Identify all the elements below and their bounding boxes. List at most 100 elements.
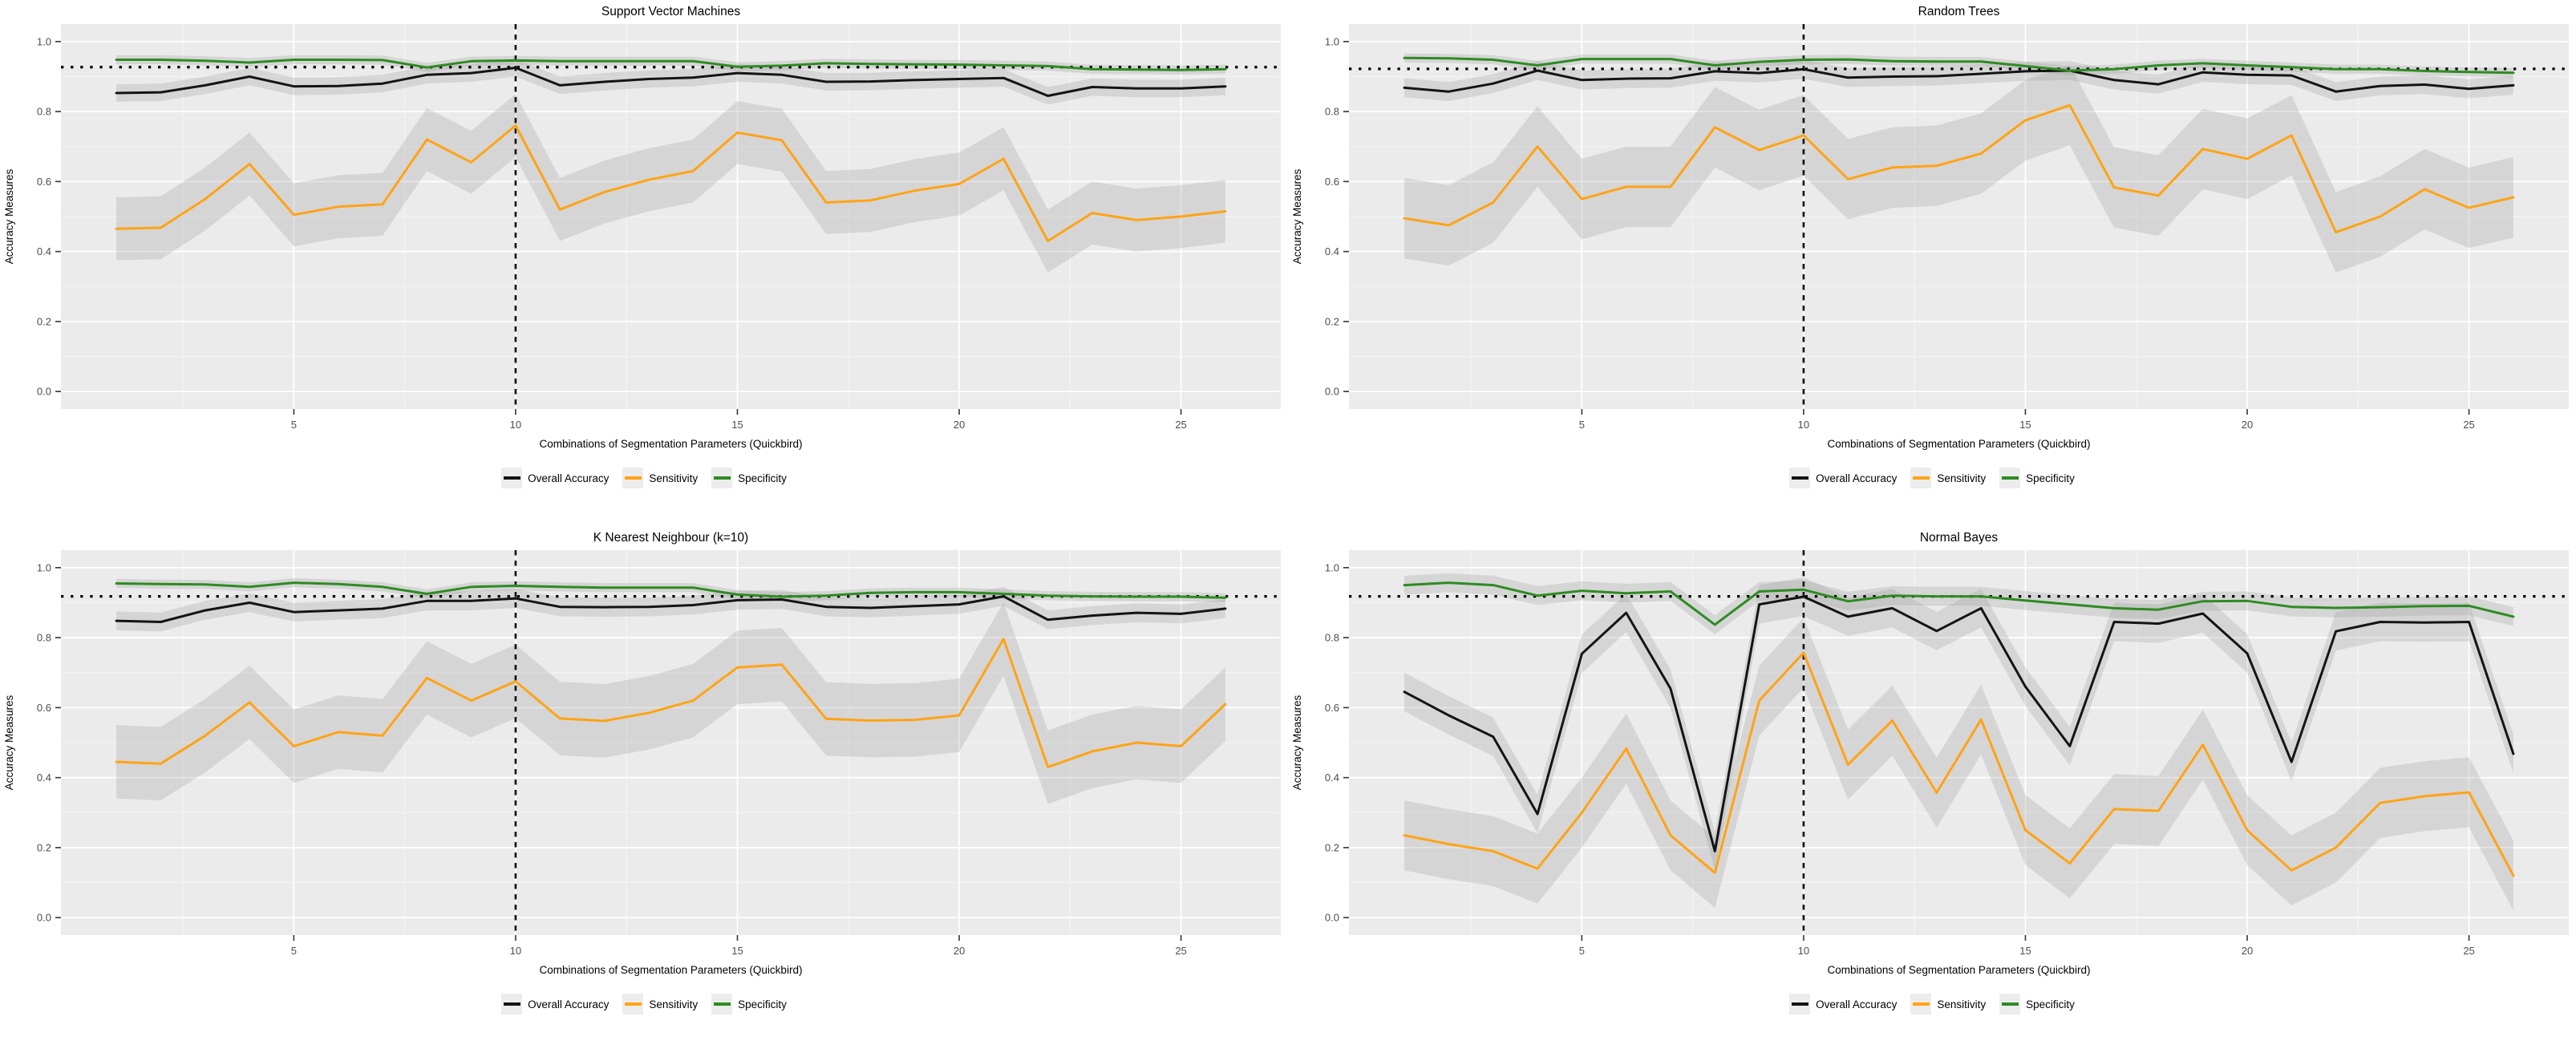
y-tick-label: 0.0 — [37, 386, 51, 398]
x-tick-label: 20 — [2242, 419, 2253, 431]
x-tick-label: 15 — [731, 419, 743, 431]
axis-tick-labels: 0.0 0.2 0.4 0.6 0.8 1.0 5 10 15 20 25 — [37, 561, 1187, 957]
y-tick-label: 0.8 — [37, 632, 51, 644]
panel-k-nearest-neighbour: 0.0 0.2 0.4 0.6 0.8 1.0 5 10 15 20 25 K Nearest Nei… — [0, 526, 1288, 1053]
y-tick-label: 1.0 — [37, 561, 51, 573]
overall-accuracy-ribbon — [116, 59, 1225, 105]
x-axis-title: Combinations of Segmentation Parameters … — [1828, 964, 2091, 976]
specificity-swatch-icon — [713, 1002, 731, 1006]
legend-key-sensitivity-icon — [622, 468, 644, 488]
sensitivity-ribbon — [1404, 65, 2513, 273]
x-tick-label: 10 — [510, 945, 521, 957]
x-tick-label: 15 — [2019, 419, 2031, 431]
panel-title: Support Vector Machines — [601, 5, 740, 18]
overall-accuracy-line — [1403, 67, 2515, 93]
axis-ticks — [55, 567, 1182, 941]
x-tick-label: 5 — [291, 945, 297, 957]
legend-key-overall-accuracy-icon — [1789, 468, 1811, 488]
grid-minor — [61, 24, 1281, 409]
y-tick-label: 0.0 — [1325, 386, 1339, 398]
specificity-line — [1403, 581, 2515, 626]
legend-key-specificity-icon — [1999, 994, 2021, 1015]
x-tick-label: 15 — [731, 945, 743, 957]
y-tick-label: 1.0 — [1325, 35, 1339, 47]
grid-minor — [61, 550, 1281, 935]
axis-tick-labels: 0.0 0.2 0.4 0.6 0.8 1.0 5 10 15 20 25 — [1325, 561, 2475, 957]
x-tick-label: 5 — [1579, 945, 1585, 957]
y-tick-label: 0.0 — [1325, 912, 1339, 924]
y-tick-label: 0.4 — [37, 772, 51, 784]
specificity-swatch-icon — [2001, 1002, 2019, 1006]
x-tick-label: 25 — [1175, 419, 1186, 431]
overall-accuracy-swatch-icon — [1791, 476, 1808, 480]
x-tick-label: 10 — [1798, 419, 1809, 431]
specificity-line — [115, 581, 1227, 599]
specificity-line — [115, 59, 1227, 71]
legend-item-overall-accuracy: Overall Accuracy — [1789, 468, 1897, 488]
y-tick-label: 0.2 — [37, 315, 51, 327]
y-tick-label: 0.2 — [1325, 315, 1339, 327]
axis-tick-labels: 0.0 0.2 0.4 0.6 0.8 1.0 5 10 15 20 25 — [1325, 35, 2475, 431]
x-axis-title: Combinations of Segmentation Parameters … — [1828, 438, 2091, 450]
overall-accuracy-line — [115, 595, 1227, 623]
overall-accuracy-swatch-icon — [1791, 1002, 1808, 1006]
overall-accuracy-ribbon — [1404, 577, 2513, 871]
y-axis-title: Accuracy Measures — [3, 695, 15, 790]
legend-key-sensitivity-icon — [1910, 994, 1932, 1015]
y-tick-label: 0.0 — [37, 912, 51, 924]
legend-label: Overall Accuracy — [1816, 998, 1898, 1010]
x-tick-label: 20 — [954, 419, 965, 431]
legend-item-overall-accuracy: Overall Accuracy — [1789, 994, 1897, 1015]
y-tick-label: 1.0 — [1325, 561, 1339, 573]
legend-item-specificity: Specificity — [711, 468, 787, 488]
panel-random-trees: 0.0 0.2 0.4 0.6 0.8 1.0 5 10 15 20 25 Random Trees C… — [1288, 0, 2576, 526]
x-tick-label: 20 — [954, 945, 965, 957]
legend-key-overall-accuracy-icon — [1789, 994, 1811, 1015]
y-tick-label: 0.8 — [1325, 632, 1339, 644]
x-tick-label: 25 — [1175, 945, 1186, 957]
y-axis-title: Accuracy Measures — [1291, 695, 1303, 790]
legend-label: Sensitivity — [1937, 998, 1987, 1010]
overall-accuracy-line — [1403, 595, 2515, 853]
overall-accuracy-swatch-icon — [503, 1002, 520, 1006]
sensitivity-ribbon — [116, 602, 1225, 804]
y-tick-label: 0.4 — [37, 245, 51, 257]
sensitivity-swatch-icon — [624, 1002, 642, 1006]
legend-item-sensitivity: Sensitivity — [1910, 468, 1986, 488]
x-tick-label: 25 — [2463, 945, 2474, 957]
x-axis-title: Combinations of Segmentation Parameters … — [540, 964, 803, 976]
specificity-ribbon — [116, 577, 1225, 602]
legend-item-specificity: Specificity — [1999, 468, 2075, 488]
panel-title: Normal Bayes — [1920, 531, 1999, 545]
x-tick-label: 10 — [1798, 945, 1809, 957]
legend-label: Sensitivity — [1937, 472, 1987, 484]
sensitivity-line — [115, 124, 1227, 242]
grid-major — [1349, 24, 2569, 409]
legend-label: Overall Accuracy — [1816, 472, 1898, 484]
y-tick-label: 0.6 — [1325, 176, 1339, 188]
panel-title: Random Trees — [1918, 5, 2000, 18]
y-tick-label: 0.2 — [37, 841, 51, 853]
x-tick-label: 25 — [2463, 419, 2474, 431]
legend-item-sensitivity: Sensitivity — [622, 994, 698, 1015]
legend: Overall Accuracy Sensitivity Specificity — [501, 994, 787, 1015]
legend-item-sensitivity: Sensitivity — [1910, 994, 1986, 1015]
legend-label: Sensitivity — [649, 998, 699, 1010]
y-tick-label: 1.0 — [37, 35, 51, 47]
legend-label: Specificity — [2026, 472, 2075, 484]
x-axis-title: Combinations of Segmentation Parameters … — [540, 438, 803, 450]
overall-accuracy-ribbon — [116, 586, 1225, 632]
grid-minor — [1349, 550, 2569, 935]
legend-label: Specificity — [738, 998, 787, 1010]
legend-item-specificity: Specificity — [711, 994, 787, 1015]
specificity-swatch-icon — [2001, 476, 2019, 480]
legend-key-specificity-icon — [711, 468, 733, 488]
sensitivity-line — [1403, 103, 2515, 234]
chart-k-nearest-neighbour: 0.0 0.2 0.4 0.6 0.8 1.0 5 10 15 20 25 K Nearest Nei… — [3, 531, 1281, 976]
grid-major — [1349, 550, 2569, 935]
legend-item-overall-accuracy: Overall Accuracy — [501, 994, 609, 1015]
y-tick-label: 0.4 — [1325, 245, 1339, 257]
chart-normal-bayes: 0.0 0.2 0.4 0.6 0.8 1.0 5 10 15 20 25 Normal Bayes C… — [1291, 531, 2569, 976]
overall-accuracy-swatch-icon — [503, 476, 520, 480]
